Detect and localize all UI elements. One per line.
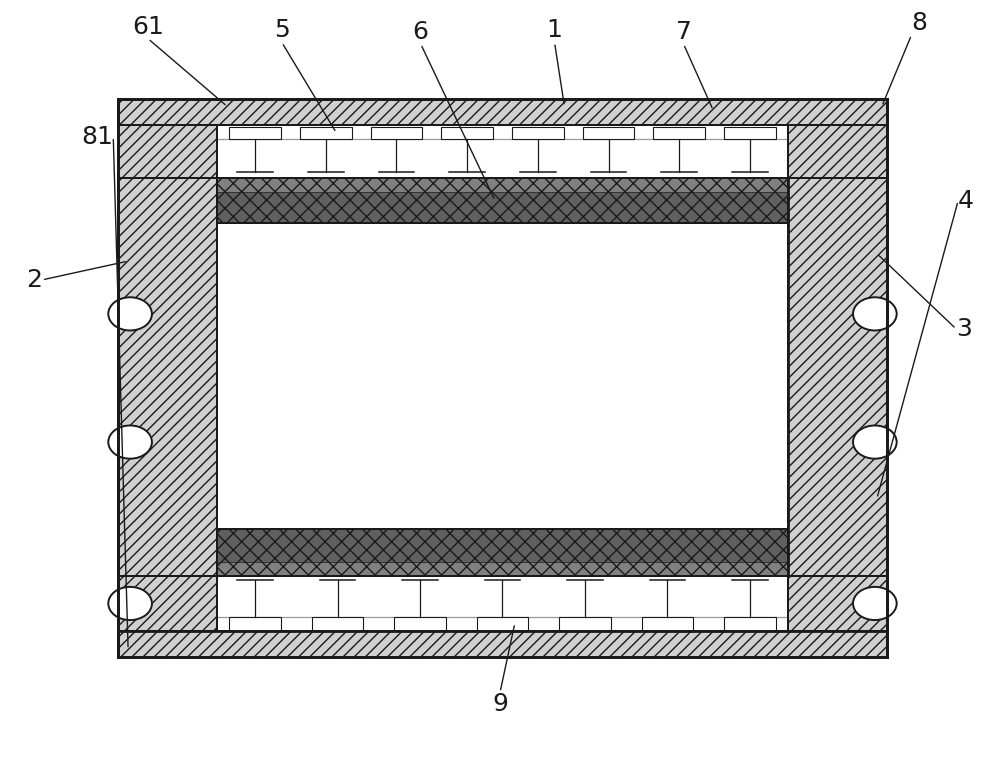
Text: 81: 81 xyxy=(81,124,113,149)
Text: 5: 5 xyxy=(274,18,290,43)
Bar xyxy=(217,529,788,576)
Circle shape xyxy=(853,587,897,620)
Bar xyxy=(118,99,217,631)
Bar xyxy=(217,178,788,224)
Bar xyxy=(217,224,788,529)
Bar xyxy=(229,617,281,631)
Text: 2: 2 xyxy=(26,268,42,292)
Bar xyxy=(642,617,693,631)
Circle shape xyxy=(108,298,152,330)
Bar xyxy=(394,617,446,631)
Bar xyxy=(217,178,788,192)
Bar xyxy=(788,125,887,178)
Text: 4: 4 xyxy=(958,188,974,213)
Bar xyxy=(312,617,363,631)
Bar xyxy=(118,576,217,631)
Bar xyxy=(559,617,611,631)
Bar xyxy=(300,127,352,139)
Text: 1: 1 xyxy=(547,18,562,43)
Bar xyxy=(118,631,887,657)
Bar xyxy=(724,127,776,139)
Bar xyxy=(217,529,788,576)
Bar xyxy=(788,576,887,631)
Bar xyxy=(217,576,788,631)
Text: 6: 6 xyxy=(413,20,429,44)
Bar xyxy=(512,127,564,139)
Bar xyxy=(788,99,887,631)
Bar xyxy=(217,125,788,178)
Bar xyxy=(583,127,634,139)
Bar xyxy=(229,127,281,139)
Bar xyxy=(441,127,493,139)
Text: 61: 61 xyxy=(132,14,164,39)
Bar xyxy=(217,562,788,576)
Text: 7: 7 xyxy=(676,20,691,44)
Bar xyxy=(217,178,788,224)
Bar xyxy=(371,127,422,139)
Text: 8: 8 xyxy=(912,11,928,35)
Circle shape xyxy=(108,426,152,459)
Circle shape xyxy=(108,587,152,620)
Bar xyxy=(118,125,217,178)
Bar xyxy=(653,127,705,139)
Circle shape xyxy=(853,298,897,330)
Bar xyxy=(477,617,528,631)
Text: 9: 9 xyxy=(492,693,508,716)
Bar xyxy=(724,617,776,631)
Circle shape xyxy=(853,426,897,459)
Text: 3: 3 xyxy=(956,317,972,341)
Bar xyxy=(118,99,887,125)
